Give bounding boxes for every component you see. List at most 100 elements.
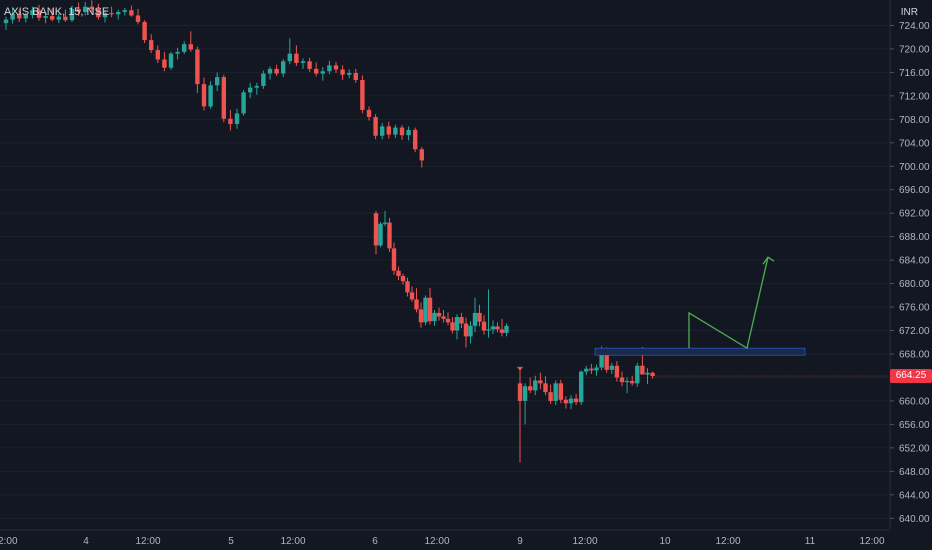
- price-tick-label: 676.00: [899, 303, 930, 314]
- candle: [3, 16, 9, 31]
- candle-body: [573, 398, 579, 403]
- candle-body: [640, 365, 645, 375]
- annotations: [517, 256, 890, 377]
- candle: [116, 9, 121, 20]
- candle-body: [635, 365, 640, 384]
- candle: [396, 266, 401, 281]
- candle: [69, 5, 75, 22]
- candle-body: [221, 77, 226, 119]
- projection-line[interactable]: [688, 257, 769, 350]
- candle: [287, 38, 292, 65]
- price-tick-label: 656.00: [899, 420, 930, 431]
- candle: [386, 121, 391, 139]
- candle: [221, 74, 226, 123]
- candle-body: [436, 312, 442, 317]
- candle-body: [459, 317, 464, 324]
- price-tick-label: 668.00: [899, 350, 930, 361]
- candle-body: [419, 149, 424, 161]
- candle: [504, 323, 509, 337]
- symbol-title[interactable]: AXIS BANK, 15, NSE: [4, 6, 110, 18]
- candle-body: [432, 312, 437, 322]
- candle-body: [558, 383, 563, 400]
- candle-body: [400, 275, 406, 282]
- currency-label[interactable]: INR: [900, 7, 918, 18]
- candle: [522, 383, 528, 425]
- candle-body: [102, 13, 108, 18]
- price-tick-label: 640.00: [899, 514, 930, 525]
- candle-body: [234, 113, 240, 125]
- candle-body: [599, 349, 604, 368]
- candle-body: [69, 9, 75, 21]
- candle-body: [584, 368, 589, 372]
- candle-body: [347, 72, 352, 75]
- candle-body: [441, 316, 446, 319]
- candle-body: [340, 69, 345, 75]
- candle: [76, 2, 81, 17]
- candle: [149, 34, 154, 54]
- candle-body: [241, 92, 246, 114]
- candle-body: [23, 14, 28, 19]
- candle: [294, 45, 299, 66]
- price-tick-label: 704.00: [899, 138, 930, 149]
- candle-body: [162, 59, 167, 68]
- time-axis[interactable]: 12:00 4 12:00 5 12:00 6 12:00 9 12:00 10 12:00 11 12…: [0, 529, 890, 547]
- candle-body: [281, 61, 286, 74]
- candle-body: [579, 371, 584, 403]
- candle: [436, 307, 442, 321]
- candle-body: [373, 116, 378, 136]
- candle: [43, 12, 48, 24]
- candle: [267, 66, 273, 80]
- candle: [366, 106, 372, 121]
- time-tick-label: 12:00: [572, 536, 597, 547]
- candle-body: [149, 40, 154, 51]
- time-tick-label: 10: [659, 536, 671, 547]
- candle-body: [267, 68, 273, 74]
- candle: [50, 8, 55, 22]
- candle-body: [135, 15, 141, 22]
- candle: [391, 242, 397, 275]
- price-axis[interactable]: 640.00 644.00 648.00 652.00 656.00 660.00 664.…: [889, 0, 932, 550]
- candle: [188, 31, 193, 52]
- price-tick-label: 684.00: [899, 256, 930, 267]
- candle: [373, 114, 378, 140]
- candle: [481, 315, 487, 335]
- candle-body: [10, 13, 15, 20]
- candle: [459, 312, 464, 329]
- candle-body: [391, 248, 397, 271]
- candle: [533, 375, 538, 396]
- candle-body: [624, 380, 630, 383]
- time-tick-label: 11: [805, 536, 816, 547]
- projection-arrowhead: [762, 256, 775, 265]
- candle: [373, 210, 379, 255]
- resistance-zone[interactable]: [594, 347, 806, 356]
- price-tick-label: 696.00: [899, 185, 930, 196]
- price-tick-label: 644.00: [899, 490, 930, 501]
- candle-body: [228, 118, 233, 125]
- time-tick-label: 12:00: [0, 536, 18, 547]
- candle: [248, 82, 253, 99]
- candle-body: [122, 10, 127, 12]
- candle: [274, 64, 279, 76]
- candle: [399, 125, 405, 140]
- candle-body: [528, 386, 533, 391]
- candle: [406, 126, 411, 141]
- candle: [162, 51, 167, 72]
- time-tick-label: 12:00: [135, 536, 160, 547]
- candle-body: [594, 367, 599, 371]
- candle-body: [182, 44, 187, 52]
- candle-body: [490, 326, 496, 330]
- candle: [182, 41, 187, 55]
- candle: [63, 9, 68, 22]
- time-tick-label: 9: [517, 536, 523, 547]
- candle: [201, 77, 207, 111]
- candle: [353, 68, 358, 83]
- candle: [538, 372, 543, 390]
- candle: [215, 72, 220, 92]
- candle-body: [645, 372, 650, 375]
- candle: [241, 90, 246, 116]
- candle-body: [274, 68, 279, 74]
- candle: [56, 13, 61, 24]
- candle: [645, 368, 650, 384]
- candle-body: [208, 85, 213, 107]
